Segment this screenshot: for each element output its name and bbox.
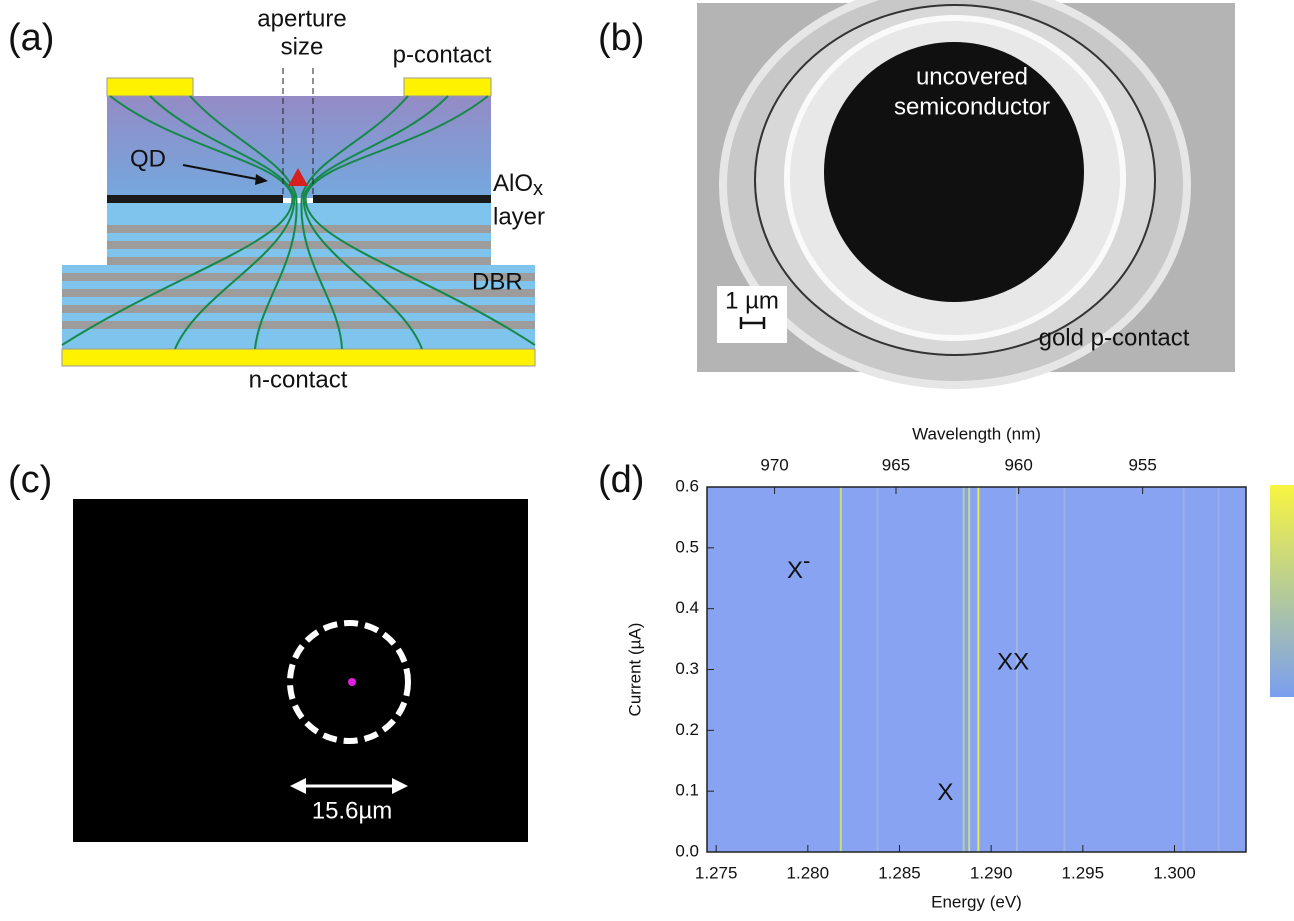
annotation-text: X — [787, 558, 803, 585]
spectral-line — [968, 487, 970, 852]
panel-label: (b) — [598, 17, 644, 59]
x2-tick-label: 955 — [1128, 455, 1156, 474]
y-tick-label: 0.0 — [675, 841, 699, 860]
p-contact — [107, 78, 193, 96]
y-tick-label: 0.6 — [675, 476, 699, 495]
label: AlO — [493, 170, 533, 197]
spectral-line — [840, 487, 842, 852]
panel-label: (c) — [8, 459, 52, 501]
y-tick-label: 0.3 — [675, 659, 699, 678]
spectral-line — [1218, 487, 1220, 852]
label: aperture — [257, 5, 346, 32]
x-tick-label: 1.295 — [1062, 863, 1105, 882]
emission-spot — [348, 678, 356, 686]
label: x — [533, 178, 543, 200]
x2-axis-title: Wavelength (nm) — [912, 424, 1041, 443]
label: size — [281, 33, 324, 60]
spectral-line — [1183, 487, 1185, 852]
panel-b: (b) uncovered semiconductor 1 µm gold p-… — [598, 0, 1235, 385]
x2-tick-label: 965 — [882, 455, 910, 474]
x-tick-label: 1.285 — [878, 863, 921, 882]
annotation-text: XX — [997, 649, 1029, 676]
colorbar — [1270, 485, 1294, 697]
label: p-contact — [393, 41, 492, 68]
label: AlOx — [493, 170, 543, 200]
dbr-upper — [107, 203, 491, 265]
panel-a: (a) aperture size p-contact QD AlOx laye… — [8, 5, 545, 393]
x-tick-label: 1.300 — [1153, 863, 1196, 882]
spectral-line — [1064, 487, 1066, 852]
x-tick-label: 1.275 — [695, 863, 738, 882]
y-axis-title: Current (µA) — [625, 623, 644, 717]
x2-tick-label: 970 — [760, 455, 788, 474]
label: uncovered — [916, 63, 1028, 90]
annotation: XX — [997, 649, 1029, 676]
label: gold p-contact — [1039, 324, 1190, 351]
n-contact — [62, 349, 535, 366]
x-axis-title: Energy (eV) — [931, 892, 1022, 911]
y-tick-label: 0.1 — [675, 781, 699, 800]
label: 15.6µm — [312, 797, 393, 824]
label: DBR — [472, 268, 523, 295]
x2-tick-label: 960 — [1004, 455, 1032, 474]
panel-label: (a) — [8, 17, 54, 59]
spectral-line — [877, 487, 879, 852]
panel-label: (d) — [598, 459, 644, 501]
label: n-contact — [249, 366, 348, 393]
x-tick-label: 1.280 — [787, 863, 830, 882]
y-tick-label: 0.2 — [675, 720, 699, 739]
y-tick-label: 0.5 — [675, 537, 699, 556]
label: QD — [130, 145, 166, 172]
annotation-sup: - — [803, 548, 810, 573]
y-tick-label: 0.4 — [675, 598, 699, 617]
alox-layer — [313, 195, 491, 203]
label: layer — [493, 203, 545, 230]
heatmap-background — [707, 487, 1246, 852]
figure: (a) aperture size p-contact QD AlOx laye… — [0, 0, 1294, 916]
p-contact — [404, 78, 491, 96]
label: semiconductor — [894, 93, 1050, 120]
alox-layer — [107, 195, 283, 203]
x-tick-label: 1.290 — [970, 863, 1013, 882]
annotation-text: X — [937, 780, 953, 807]
label: 1 µm — [725, 287, 779, 314]
spectral-line — [977, 487, 979, 852]
annotation: X — [937, 780, 953, 807]
page: (a) aperture size p-contact QD AlOx laye… — [0, 0, 1294, 916]
panel-c: (c) 15.6µm — [8, 459, 528, 842]
spectral-line — [963, 487, 965, 852]
